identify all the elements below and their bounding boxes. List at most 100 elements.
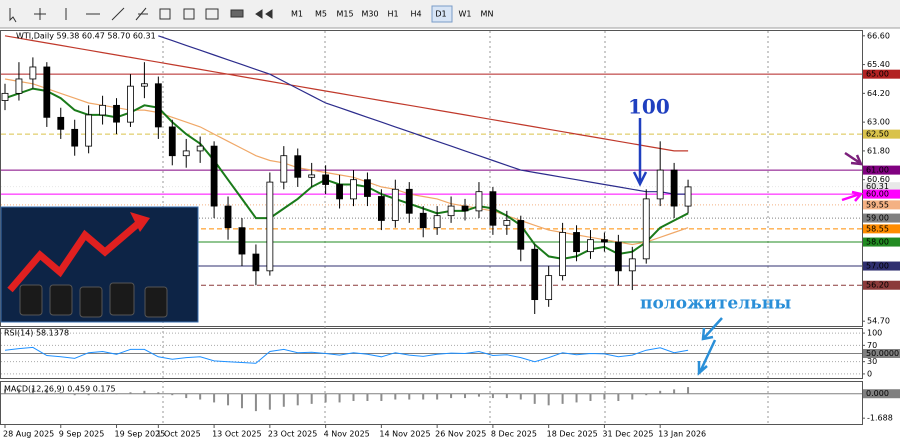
level-label: 65.00 [866, 70, 889, 79]
candle-body [15, 78, 23, 94]
candle-body [266, 181, 274, 272]
histogram-bar [282, 393, 285, 407]
level-label: 50.0000 [866, 349, 899, 358]
histogram-bar [157, 392, 160, 394]
candle-body [280, 155, 288, 183]
candle-body [57, 116, 65, 130]
macd-panel [0, 381, 863, 425]
trendline-icon[interactable] [111, 7, 125, 21]
histogram-bar [324, 393, 327, 403]
candle-body [628, 258, 636, 272]
rect-icon[interactable] [205, 8, 219, 20]
candle-body [1, 92, 9, 101]
x-tick-label: 19 Sep 2025 [115, 430, 166, 439]
annotation: положительны [640, 294, 791, 314]
histogram-bar [199, 393, 202, 400]
arrows [632, 118, 864, 376]
histogram-bar [101, 393, 104, 395]
timeframe-button[interactable]: M1 [291, 10, 303, 19]
histogram-bar [575, 393, 578, 403]
level-label-box [863, 69, 900, 79]
histogram-bar [519, 393, 522, 400]
histogram-bar [631, 393, 634, 400]
candle-body [182, 150, 190, 157]
timeframe-button[interactable]: M15 [336, 10, 353, 19]
candle-body [447, 205, 455, 217]
histogram-bar [603, 393, 606, 400]
level-label-box [863, 224, 900, 234]
histogram-bar [380, 393, 383, 401]
y-tick-label: 60.60 [867, 175, 890, 184]
histogram-bar [436, 393, 439, 400]
histogram-bar [45, 389, 48, 394]
histogram-bar [659, 390, 662, 394]
histogram-bar [505, 393, 508, 399]
level-label: 57.00 [866, 262, 889, 271]
timeframe-button[interactable]: M5 [315, 10, 327, 19]
cursor-icon[interactable] [9, 8, 17, 23]
candle-body [614, 241, 622, 272]
histogram-bar [296, 393, 299, 406]
x-tick-label: 8 Dec 2025 [491, 430, 537, 439]
fib-icon[interactable] [135, 7, 148, 21]
candle-body [43, 66, 51, 118]
y-tick-label: 54.70 [867, 317, 890, 326]
histogram-bar [464, 393, 467, 399]
candle-body [517, 220, 525, 250]
histogram-bar [617, 393, 620, 401]
level-label-box [863, 213, 900, 223]
crosshair-icon[interactable] [34, 8, 46, 20]
level-label-box [863, 189, 900, 199]
candle-body [670, 169, 678, 207]
histogram-bar [477, 393, 480, 397]
candle-body [531, 248, 539, 301]
candle-body [656, 169, 664, 200]
timeframe-button[interactable]: H1 [387, 10, 398, 19]
histogram-bar [687, 387, 690, 394]
histogram-bar [129, 392, 132, 394]
histogram-bar [310, 393, 313, 404]
histogram-bar [227, 393, 230, 406]
candle-body [559, 232, 566, 277]
level-label-box [863, 389, 900, 399]
candle-body [224, 205, 232, 229]
indicator-line [4, 346, 689, 364]
label-icon[interactable] [183, 8, 195, 20]
histogram-bar [547, 393, 550, 406]
histogram-bar [4, 389, 6, 394]
candle-body [573, 232, 580, 253]
text-icon[interactable] [159, 8, 171, 20]
candle-body [210, 145, 218, 207]
candle-body [294, 155, 302, 178]
candle-body [684, 186, 692, 207]
timeframe-button[interactable]: W1 [459, 10, 472, 19]
level-label: 62.50 [866, 130, 889, 139]
candle-body [587, 239, 594, 253]
level-label: 0.000 [866, 389, 889, 398]
candle-body [419, 212, 427, 229]
timeframe-button[interactable]: M30 [361, 10, 378, 19]
timeframe-button[interactable]: MN [481, 10, 494, 19]
candle-body [433, 215, 441, 229]
moving-average [4, 35, 689, 152]
main-panel [0, 30, 863, 327]
y-tick-label: 66.60 [867, 31, 890, 40]
histogram-bar [408, 393, 411, 400]
candle-body [489, 191, 497, 226]
candle-body [168, 126, 176, 157]
y-tick-label: 63.00 [867, 118, 890, 127]
arrows-icon[interactable] [255, 9, 273, 19]
histogram-bar [171, 393, 174, 396]
histogram-bar [115, 393, 118, 395]
candle-body [461, 205, 469, 212]
y-tick-label: 70 [867, 341, 877, 350]
timeframe-button[interactable]: D1 [435, 10, 446, 19]
shape-icon[interactable] [230, 9, 244, 18]
candle-body [503, 220, 511, 226]
timeframe-button[interactable]: H4 [410, 10, 421, 19]
x-tick-label: 14 Nov 2025 [379, 430, 430, 439]
y-tick-label: 65.40 [867, 60, 890, 69]
histogram-bar [338, 393, 341, 403]
x-tick-label: 18 Dec 2025 [547, 430, 598, 439]
